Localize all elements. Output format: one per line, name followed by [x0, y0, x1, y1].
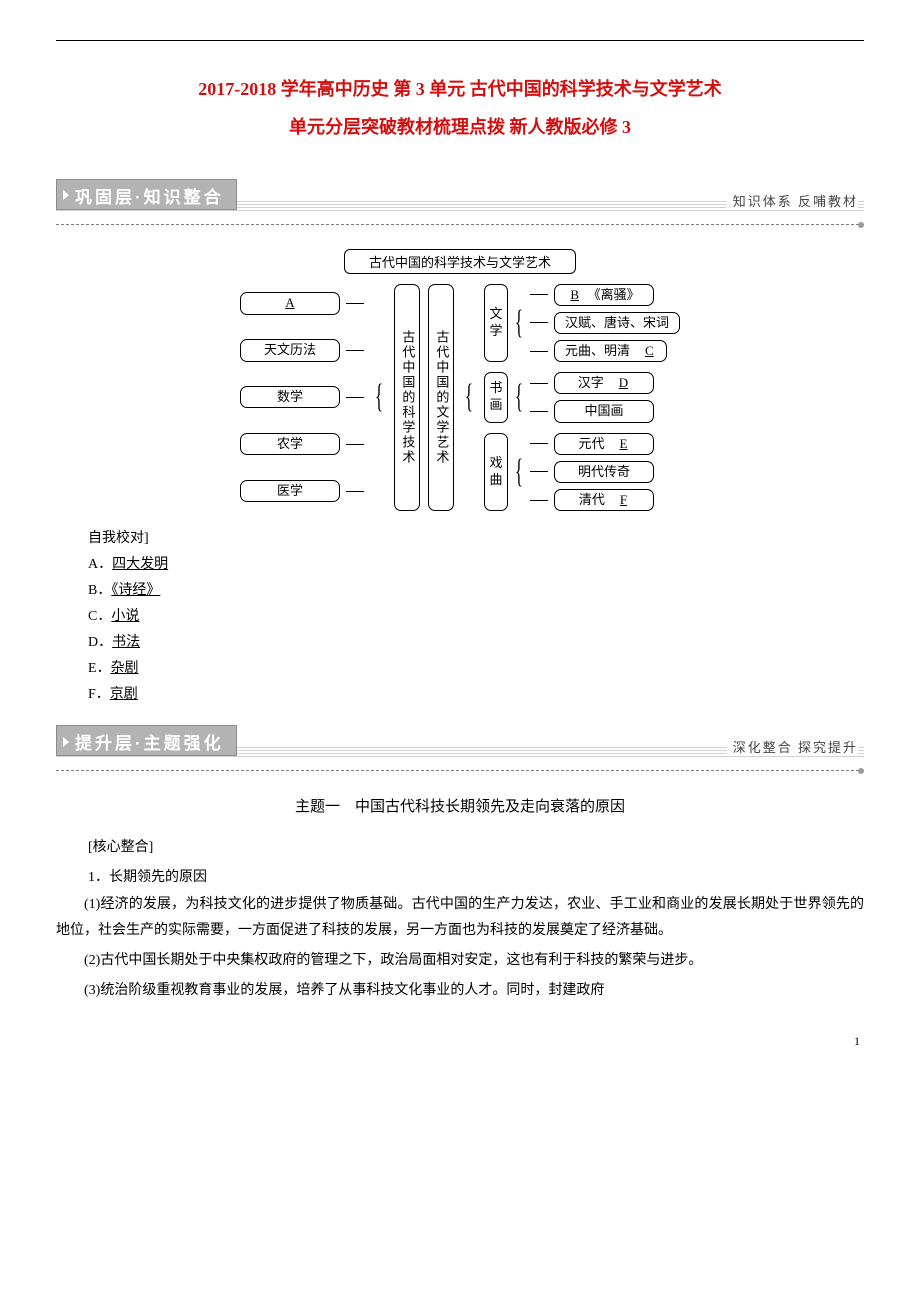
section-tab-2-text: 提升层·主题强化 — [75, 729, 224, 754]
answer-item: D．书法 — [88, 631, 864, 651]
right-spine: 古代中国的文学艺术 — [428, 284, 454, 512]
section-tab-1: 巩固层·知识整合 — [56, 179, 237, 210]
section-right-2: 深化整合 探究提升 — [727, 737, 858, 756]
right-item: 元曲、明清 C — [554, 340, 667, 362]
right-item: B 《离骚》 — [554, 284, 654, 306]
section-tab-arrow-icon — [63, 190, 69, 200]
connector-line — [346, 350, 364, 351]
section-right-1: 知识体系 反哺教材 — [727, 191, 858, 210]
section-dash — [56, 770, 864, 771]
group-literature: 文学 { B 《离骚》 汉赋、唐诗、宋词 元曲、明清 C — [484, 284, 680, 363]
page-number: 1 — [56, 1034, 864, 1049]
title-line-2: 单元分层突破教材梳理点拨 新人教版必修 3 — [56, 109, 864, 147]
answer-list: A．四大发明 B．《诗经》 C．小说 D．书法 E．杂剧 F．京剧 — [88, 553, 864, 703]
connector-line — [346, 397, 364, 398]
group-head: 文学 — [484, 284, 508, 363]
knowledge-diagram: 古代中国的科学技术与文学艺术 A 天文历法 数学 农学 医学 } 古代中国的科学… — [210, 249, 710, 512]
right-item: 明代传奇 — [554, 461, 654, 483]
right-item: 中国画 — [554, 400, 654, 422]
section-bar-1: 巩固层·知识整合 知识体系 反哺教材 — [56, 181, 864, 223]
brace-icon: { — [515, 433, 522, 512]
group-calligraphy: 书画 { 汉字 D 中国画 — [484, 372, 680, 422]
connector-line — [346, 303, 364, 304]
answer-item: B．《诗经》 — [88, 579, 864, 599]
body-para: (2)古代中国长期处于中央集权政府的管理之下，政治局面相对安定，这也有利于科技的… — [56, 948, 864, 974]
section-bar-2: 提升层·主题强化 深化整合 探究提升 — [56, 727, 864, 769]
left-item: 农学 — [240, 433, 340, 455]
theme-heading: 主题一 中国古代科技长期领先及走向衰落的原因 — [56, 795, 864, 816]
right-item: 汉赋、唐诗、宋词 — [554, 312, 680, 334]
left-item: A — [240, 292, 340, 314]
doc-title: 2017-2018 学年高中历史 第 3 单元 古代中国的科学技术与文学艺术 单… — [56, 71, 864, 147]
right-item: 元代 E — [554, 433, 654, 455]
answer-item: E．杂剧 — [88, 657, 864, 677]
section-dash — [56, 224, 864, 225]
diagram-banner: 古代中国的科学技术与文学艺术 — [344, 249, 576, 274]
self-check-label: 自我校对] — [88, 527, 864, 547]
section-tab-arrow-icon — [63, 737, 69, 747]
group-head: 戏曲 — [484, 433, 508, 512]
connector-line — [346, 444, 364, 445]
title-line-1: 2017-2018 学年高中历史 第 3 单元 古代中国的科学技术与文学艺术 — [56, 71, 864, 109]
answer-item: C．小说 — [88, 605, 864, 625]
group-head: 书画 — [484, 372, 508, 422]
section-dot — [858, 222, 864, 228]
answer-item: A．四大发明 — [88, 553, 864, 573]
section-tab-2: 提升层·主题强化 — [56, 725, 237, 756]
brace-icon: { — [515, 372, 522, 422]
answer-item: F．京剧 — [88, 683, 864, 703]
left-spine: 古代中国的科学技术 — [394, 284, 420, 512]
diagram-body: A 天文历法 数学 农学 医学 } 古代中国的科学技术 古代中国的文学艺术 { … — [210, 284, 710, 512]
brace-icon: { — [515, 284, 522, 363]
core-integration-label: [核心整合] — [88, 836, 864, 856]
right-item: 清代 F — [554, 489, 654, 511]
header-rule — [56, 40, 864, 41]
right-item: 汉字 D — [554, 372, 654, 394]
left-item: 数学 — [240, 386, 340, 408]
group-opera: 戏曲 { 元代 E 明代传奇 清代 F — [484, 433, 680, 512]
diagram-right-groups: 文学 { B 《离骚》 汉赋、唐诗、宋词 元曲、明清 C 书画 { 汉字 D 中… — [484, 284, 680, 512]
body-para: (3)统治阶级重视教育事业的发展，培养了从事科技文化事业的人才。同时，封建政府 — [56, 978, 864, 1004]
section-tab-1-text: 巩固层·知识整合 — [75, 183, 224, 208]
section-dot — [858, 768, 864, 774]
connector-line — [346, 491, 364, 492]
left-item: 医学 — [240, 480, 340, 502]
brace-icon: { — [465, 284, 472, 512]
diagram-left-items: A 天文历法 数学 农学 医学 — [240, 284, 364, 512]
brace-icon: } — [375, 284, 382, 512]
numbered-head: 1．长期领先的原因 — [88, 866, 864, 886]
left-item: 天文历法 — [240, 339, 340, 361]
body-para: (1)经济的发展，为科技文化的进步提供了物质基础。古代中国的生产力发达，农业、手… — [56, 892, 864, 944]
